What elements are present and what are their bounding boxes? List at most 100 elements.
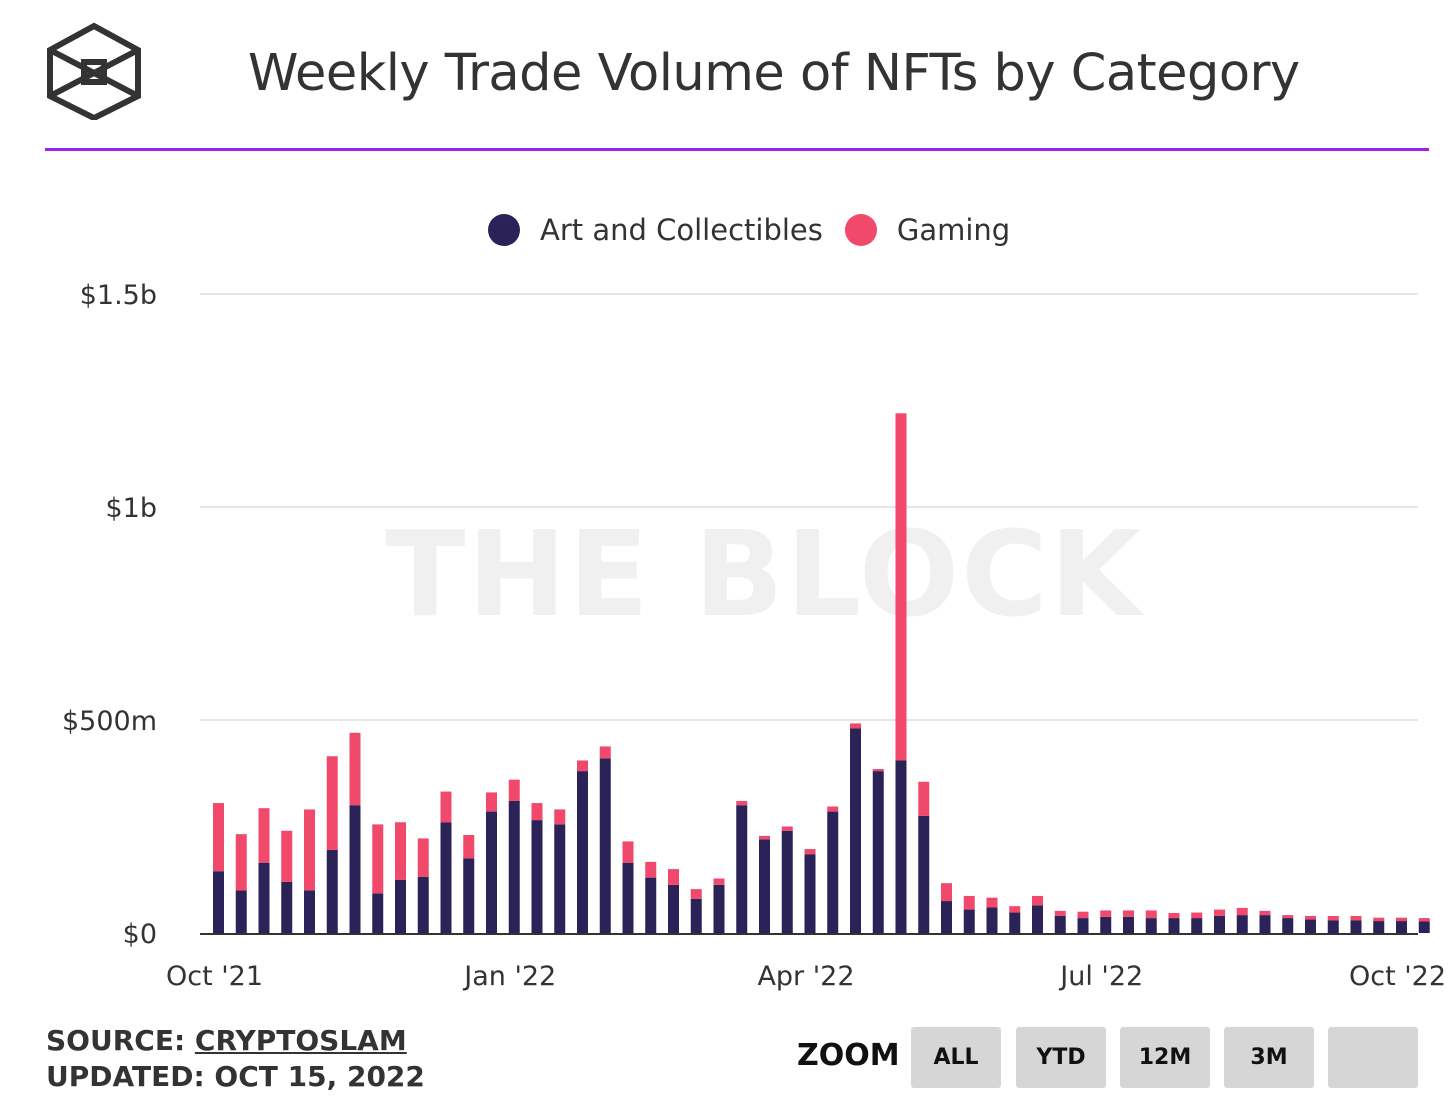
bar-art-and-collectibles: [372, 893, 384, 933]
x-tick-label: Apr '22: [757, 961, 854, 992]
bar-gaming: [736, 800, 748, 806]
bar-art-and-collectibles: [1145, 918, 1157, 933]
bar-gaming: [1259, 910, 1271, 916]
source-label: SOURCE:: [46, 1024, 186, 1057]
bar-gaming: [872, 768, 884, 772]
bar-gaming: [508, 779, 520, 801]
y-tick-label: $500m: [62, 706, 157, 737]
bar-art-and-collectibles: [941, 901, 952, 933]
bar-art-and-collectibles: [781, 830, 793, 933]
bar-gaming: [417, 838, 429, 877]
bar-gaming: [599, 746, 611, 759]
bar-chart: $0 $500m $1b $1.5b Oct '21 Jan '22 Apr '22 Jul …: [62, 280, 1446, 992]
bar-gaming: [1077, 911, 1089, 919]
bar-art-and-collectibles: [417, 876, 429, 933]
bar-art-and-collectibles: [1350, 920, 1362, 933]
bar-art-and-collectibles: [1009, 912, 1021, 933]
bar-gaming: [622, 841, 634, 863]
bar-art-and-collectibles: [872, 771, 884, 933]
bar-gaming: [986, 897, 998, 908]
bar-gaming: [372, 824, 384, 894]
zoom-label: ZOOM: [797, 1038, 900, 1073]
bar-art-and-collectibles: [918, 815, 930, 933]
title-divider: [45, 148, 1429, 151]
zoom-extra-button[interactable]: [1328, 1027, 1418, 1088]
bar-art-and-collectibles: [759, 839, 770, 933]
bar-art-and-collectibles: [804, 854, 816, 933]
y-tick-label: $1b: [106, 493, 158, 524]
bar-gaming: [850, 723, 861, 729]
bar-art-and-collectibles: [1259, 915, 1271, 933]
bar-art-and-collectibles: [304, 890, 315, 933]
legend-label-art: Art and Collectibles: [540, 213, 823, 247]
bar-art-and-collectibles: [349, 805, 361, 933]
bar-art-and-collectibles: [1032, 905, 1043, 933]
y-tick-label: $1.5b: [80, 280, 157, 311]
bar-art-and-collectibles: [1191, 918, 1203, 933]
bar-art-and-collectibles: [440, 822, 452, 933]
bar-gaming: [941, 883, 952, 902]
legend-label-gaming: Gaming: [896, 213, 1011, 247]
bar-art-and-collectibles: [281, 881, 293, 933]
bar-gaming: [213, 803, 224, 872]
bar-gaming: [804, 849, 816, 855]
bar-gaming: [531, 803, 543, 821]
y-tick-label: $0: [123, 919, 157, 950]
bar-gaming: [1396, 917, 1407, 922]
bar-art-and-collectibles: [963, 909, 975, 933]
legend-item-gaming[interactable]: Gaming: [844, 213, 1011, 247]
bar-gaming: [554, 809, 566, 825]
bar-art-and-collectibles: [1236, 915, 1248, 933]
bar-art-and-collectibles: [895, 760, 907, 933]
bar-art-and-collectibles: [486, 811, 497, 933]
zoom-ytd-button[interactable]: YTD: [1016, 1027, 1106, 1088]
bar-gaming: [395, 822, 406, 880]
bar-art-and-collectibles: [213, 871, 224, 933]
the-block-cube-logo-icon: [47, 22, 141, 120]
legend-marker-gaming: [844, 214, 877, 246]
legend-marker-art: [488, 214, 520, 246]
bar-art-and-collectibles: [395, 879, 406, 933]
zoom-3m-button[interactable]: 3M: [1224, 1027, 1314, 1088]
bar-art-and-collectibles: [668, 884, 679, 933]
source-credit: SOURCE: CRYPTOSLAM: [46, 1024, 407, 1057]
bar-art-and-collectibles: [1305, 919, 1316, 933]
legend-item-art[interactable]: Art and Collectibles: [488, 213, 823, 247]
zoom-12m-button[interactable]: 12M: [1120, 1027, 1210, 1088]
bar-art-and-collectibles: [850, 728, 861, 933]
bar-art-and-collectibles: [599, 758, 611, 933]
bar-gaming: [1032, 895, 1043, 906]
x-tick-label: Jan '22: [462, 961, 556, 992]
bar-gaming: [1123, 910, 1134, 917]
bar-gaming: [918, 781, 930, 816]
zoom-all-button[interactable]: ALL: [911, 1027, 1001, 1088]
bar-gaming: [1214, 909, 1225, 916]
x-tick-label: Jul '22: [1058, 961, 1143, 992]
bar-gaming: [895, 413, 907, 761]
bar-art-and-collectibles: [463, 858, 475, 933]
bar-art-and-collectibles: [622, 862, 634, 933]
bar-art-and-collectibles: [235, 890, 247, 933]
bar-gaming: [827, 806, 839, 812]
bar-art-and-collectibles: [1396, 921, 1407, 933]
updated-date: UPDATED: OCT 15, 2022: [46, 1060, 425, 1093]
bar-art-and-collectibles: [713, 884, 725, 933]
bar-gaming: [1009, 906, 1021, 913]
bar-gaming: [690, 889, 702, 899]
chart-title: Weekly Trade Volume of NFTs by Category: [248, 44, 1300, 103]
bar-gaming: [577, 760, 588, 772]
bar-art-and-collectibles: [827, 811, 839, 933]
bar-art-and-collectibles: [531, 820, 543, 933]
bar-art-and-collectibles: [1168, 918, 1180, 933]
bar-art-and-collectibles: [326, 849, 338, 933]
source-link[interactable]: CRYPTOSLAM: [194, 1024, 407, 1057]
bar-gaming: [1191, 912, 1203, 919]
bar-gaming: [1168, 912, 1180, 919]
bar-gaming: [1350, 915, 1362, 921]
bar-gaming: [781, 826, 793, 831]
bar-gaming: [1373, 917, 1385, 922]
bar-art-and-collectibles: [1282, 918, 1294, 933]
bar-gaming: [1145, 910, 1157, 919]
chart-legend: Art and Collectibles Gaming: [488, 210, 1032, 250]
bar-art-and-collectibles: [1373, 921, 1385, 933]
